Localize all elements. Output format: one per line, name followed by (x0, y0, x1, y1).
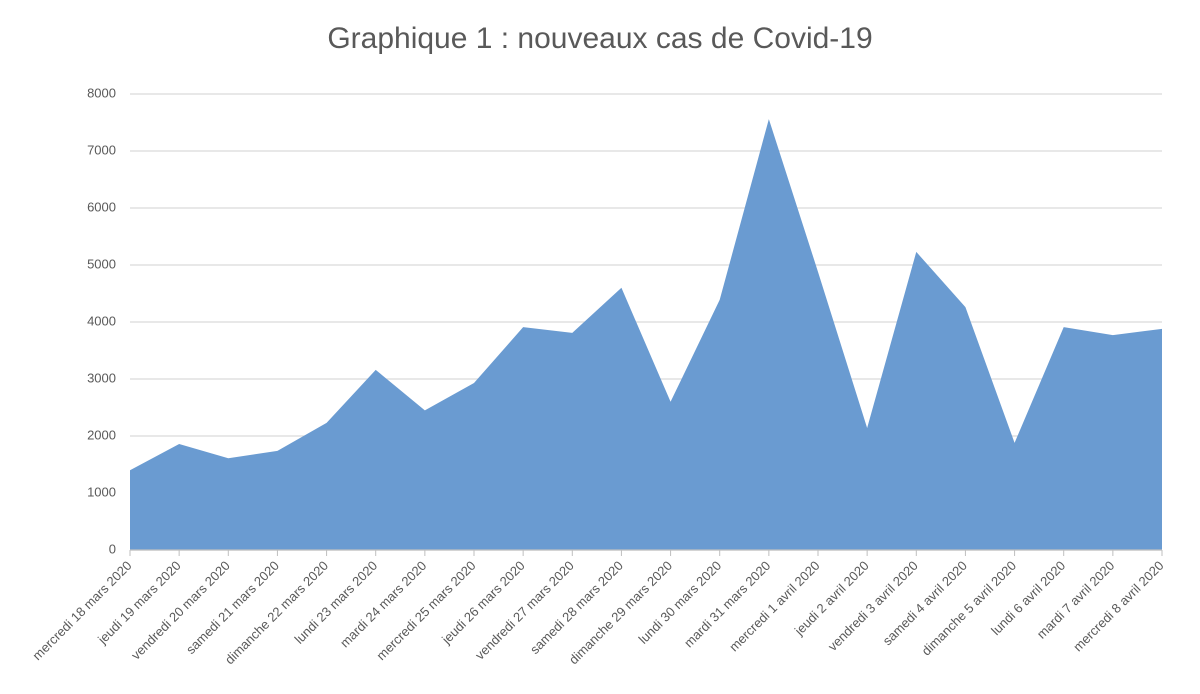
y-tick-label: 2000 (87, 427, 116, 442)
y-tick-label: 6000 (87, 199, 116, 214)
x-tick-label: mardi 24 mars 2020 (337, 558, 429, 650)
x-tick-label: mardi 31 mars 2020 (681, 558, 773, 650)
y-tick-label: 0 (109, 541, 116, 556)
y-tick-label: 4000 (87, 313, 116, 328)
x-tick-label: jeudi 26 mars 2020 (438, 558, 528, 648)
x-tick-label: vendredi 20 mars 2020 (128, 558, 233, 663)
x-tick-label: samedi 4 avril 2020 (880, 558, 970, 648)
x-tick-label: jeudi 19 mars 2020 (94, 558, 184, 648)
x-tick-label: samedi 21 mars 2020 (183, 558, 282, 657)
x-tick-label: mercredi 8 avril 2020 (1070, 558, 1166, 654)
x-tick-label: vendredi 27 mars 2020 (472, 558, 577, 663)
x-tick-label: mercredi 1 avril 2020 (726, 558, 822, 654)
x-tick-label: dimanche 5 avril 2020 (919, 558, 1020, 659)
x-tick-label: lundi 30 mars 2020 (635, 558, 724, 647)
y-tick-label: 5000 (87, 256, 116, 271)
y-tick-label: 7000 (87, 142, 116, 157)
y-tick-label: 1000 (87, 484, 116, 499)
x-tick-label: vendredi 3 avril 2020 (825, 558, 921, 654)
x-tick-label: samedi 28 mars 2020 (527, 558, 626, 657)
area (130, 119, 1162, 550)
chart-title: Graphique 1 : nouveaux cas de Covid-19 (327, 22, 872, 55)
y-tick-label: 8000 (87, 85, 116, 100)
x-tick-label: mercredi 25 mars 2020 (373, 558, 478, 663)
x-tick-label: lundi 23 mars 2020 (291, 558, 380, 647)
x-tick-label: mercredi 18 mars 2020 (29, 558, 134, 663)
y-tick-label: 3000 (87, 370, 116, 385)
